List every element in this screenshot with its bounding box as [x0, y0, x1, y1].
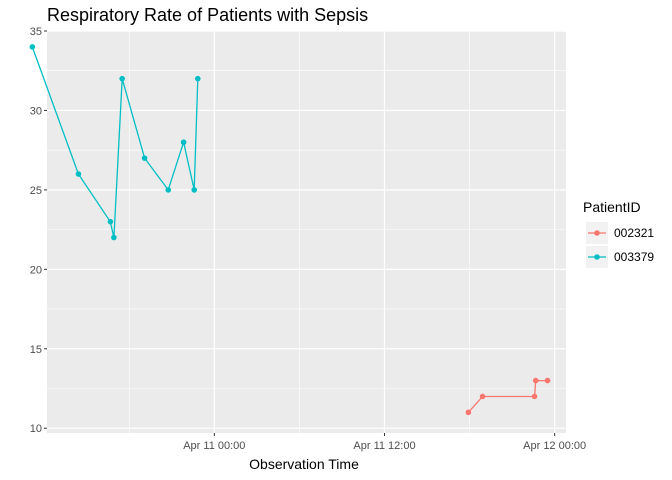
series-003379-point	[194, 75, 201, 82]
series-003379-point	[180, 139, 187, 146]
legend-key-003379-point	[594, 254, 600, 260]
series-003379-point	[75, 171, 82, 177]
series-002321-point	[531, 393, 538, 400]
grid-major	[47, 30, 566, 433]
series-003379-point	[107, 218, 114, 225]
plot-panel	[47, 31, 566, 433]
series-002321-point	[544, 377, 551, 384]
legend-label-003379: 003379	[614, 250, 654, 264]
y-tick-label: 35	[30, 26, 42, 38]
x-tick-label: Apr 11 12:00	[353, 440, 415, 452]
series-002321	[465, 377, 551, 416]
x-axis-label: Observation Time	[249, 456, 359, 472]
legend-title: PatientID	[583, 199, 641, 215]
series-002321-point	[479, 393, 486, 400]
x-tick-label: Apr 11 00:00	[183, 440, 245, 452]
series-003379-point	[141, 155, 148, 161]
y-axis: 10 15 20 25 30 35	[30, 26, 47, 435]
series-003379-point	[29, 44, 36, 50]
series-layer	[29, 44, 551, 416]
series-003379-line	[31, 46, 199, 238]
legend-label-002321: 002321	[614, 226, 654, 240]
series-003379	[29, 44, 201, 241]
y-tick-label: 20	[30, 264, 42, 276]
series-003379-point	[165, 187, 172, 193]
series-003379-point	[111, 234, 117, 241]
legend: PatientID 002321 003379	[583, 199, 654, 268]
series-003379-point	[119, 75, 125, 82]
x-tick-label: Apr 12 00:00	[523, 440, 586, 452]
chart-title: Respiratory Rate of Patients with Sepsis	[47, 5, 368, 25]
x-axis: Apr 11 00:00 Apr 11 12:00 Apr 12 00:00	[183, 433, 586, 452]
y-tick-label: 10	[30, 423, 42, 435]
y-tick-label: 30	[30, 105, 42, 117]
series-003379-point	[191, 187, 198, 193]
y-tick-label: 15	[30, 344, 42, 356]
legend-key-002321-point	[594, 230, 600, 236]
series-002321-point	[532, 377, 539, 384]
grid-minor	[47, 31, 566, 433]
y-tick-label: 25	[30, 185, 42, 197]
series-002321-point	[465, 409, 472, 416]
